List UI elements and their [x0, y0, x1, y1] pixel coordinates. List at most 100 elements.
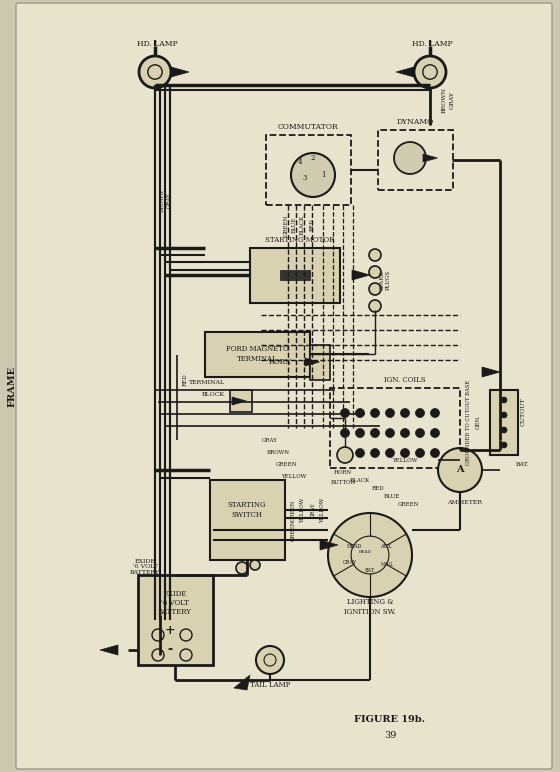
Text: CUTOUT: CUTOUT: [520, 398, 525, 426]
Text: STARTING
SWITCH: STARTING SWITCH: [228, 501, 266, 519]
Polygon shape: [352, 270, 370, 280]
Text: GREEN: GREEN: [291, 520, 296, 540]
Circle shape: [369, 266, 381, 278]
Text: GREEN: GREEN: [291, 499, 296, 521]
Text: GREEN: GREEN: [276, 462, 297, 466]
Text: HD. LAMP: HD. LAMP: [137, 40, 178, 48]
Circle shape: [356, 408, 365, 418]
Text: GRAY: GRAY: [166, 192, 171, 208]
Text: TERMINAL: TERMINAL: [189, 380, 225, 384]
Bar: [310, 345, 330, 380]
Text: HD. LAMP: HD. LAMP: [412, 40, 452, 48]
Circle shape: [369, 249, 381, 261]
Polygon shape: [305, 358, 319, 366]
Bar: [250, 248, 340, 303]
Text: MAG.: MAG.: [381, 563, 395, 567]
Circle shape: [385, 408, 394, 418]
Bar: [490, 390, 518, 455]
Circle shape: [236, 562, 248, 574]
Text: +: +: [165, 624, 175, 636]
Circle shape: [371, 449, 380, 458]
Text: GROUNDED TO CUTOUT BASE: GROUNDED TO CUTOUT BASE: [465, 379, 470, 465]
Circle shape: [250, 560, 260, 570]
Bar: [266, 135, 351, 205]
Text: YELLOW: YELLOW: [301, 497, 306, 523]
Text: A: A: [456, 466, 464, 475]
Text: HEAD: HEAD: [358, 550, 371, 554]
Text: EXIDE
'6 VOLT
BATTERY: EXIDE '6 VOLT BATTERY: [158, 590, 192, 616]
Polygon shape: [171, 67, 189, 77]
Text: BUTTON: BUTTON: [330, 480, 356, 486]
Bar: [205, 332, 310, 377]
Text: IGN. COILS: IGN. COILS: [384, 376, 426, 384]
Text: LIGHTING &
IGNITION SW.: LIGHTING & IGNITION SW.: [344, 598, 396, 615]
Circle shape: [385, 428, 394, 438]
Circle shape: [431, 428, 440, 438]
Circle shape: [340, 428, 349, 438]
Circle shape: [328, 513, 412, 597]
Circle shape: [256, 646, 284, 674]
Text: 3: 3: [303, 174, 307, 182]
Text: GRAY: GRAY: [450, 91, 455, 109]
Text: FIGURE 19b.: FIGURE 19b.: [354, 716, 426, 724]
Circle shape: [438, 448, 482, 492]
Circle shape: [139, 56, 171, 88]
Text: BLOCK: BLOCK: [202, 392, 225, 398]
Polygon shape: [234, 675, 250, 690]
Text: YELLOW: YELLOW: [320, 497, 325, 523]
Text: HORN: HORN: [269, 358, 292, 366]
Circle shape: [356, 449, 365, 458]
Polygon shape: [423, 154, 437, 162]
Polygon shape: [482, 367, 500, 377]
Text: RED: RED: [310, 218, 315, 232]
Circle shape: [337, 447, 353, 463]
Text: HEAD: HEAD: [346, 544, 362, 550]
Text: RED: RED: [372, 486, 384, 490]
Circle shape: [414, 56, 446, 88]
Text: 4: 4: [298, 158, 302, 166]
Text: 39: 39: [384, 732, 396, 740]
Text: GRAY: GRAY: [310, 502, 315, 518]
Circle shape: [340, 449, 349, 458]
Text: GREEN: GREEN: [283, 215, 288, 235]
Text: GRAY: GRAY: [262, 438, 278, 442]
Text: STARTING MOTOR: STARTING MOTOR: [265, 236, 335, 244]
Text: BLACK: BLACK: [350, 478, 370, 482]
Text: RED: RED: [183, 374, 188, 386]
Text: BROWN: BROWN: [267, 449, 290, 455]
Circle shape: [501, 442, 507, 448]
Circle shape: [416, 428, 424, 438]
Circle shape: [400, 449, 409, 458]
Text: TAIL LAMP: TAIL LAMP: [250, 681, 290, 689]
Text: COMMUTATOR: COMMUTATOR: [278, 123, 338, 131]
Text: 1: 1: [321, 171, 325, 179]
Text: YELLOW: YELLOW: [281, 473, 307, 479]
Polygon shape: [232, 397, 246, 405]
Circle shape: [356, 428, 365, 438]
Circle shape: [416, 449, 424, 458]
Circle shape: [371, 428, 380, 438]
Text: BROWN: BROWN: [160, 188, 165, 212]
Text: 2: 2: [311, 154, 315, 162]
Circle shape: [394, 142, 426, 174]
Text: BLUE: BLUE: [292, 217, 296, 233]
Circle shape: [340, 408, 349, 418]
Text: SPARK
PLUGS: SPARK PLUGS: [380, 270, 390, 290]
Text: AMMETER: AMMETER: [447, 499, 483, 504]
Text: FORD MAGNETO
TERMINAL: FORD MAGNETO TERMINAL: [226, 345, 288, 363]
Circle shape: [291, 153, 335, 197]
Circle shape: [385, 449, 394, 458]
Circle shape: [431, 449, 440, 458]
Bar: [138, 575, 213, 665]
Text: GEN.: GEN.: [475, 415, 480, 429]
Bar: [330, 388, 460, 468]
Polygon shape: [320, 540, 338, 550]
Text: -: -: [167, 644, 172, 656]
Text: BAT.: BAT.: [516, 462, 530, 468]
Polygon shape: [100, 645, 118, 655]
Polygon shape: [396, 67, 414, 77]
Circle shape: [369, 300, 381, 312]
Text: AUX.: AUX.: [380, 544, 392, 550]
Bar: [280, 270, 310, 280]
Text: GREEN: GREEN: [397, 502, 419, 506]
